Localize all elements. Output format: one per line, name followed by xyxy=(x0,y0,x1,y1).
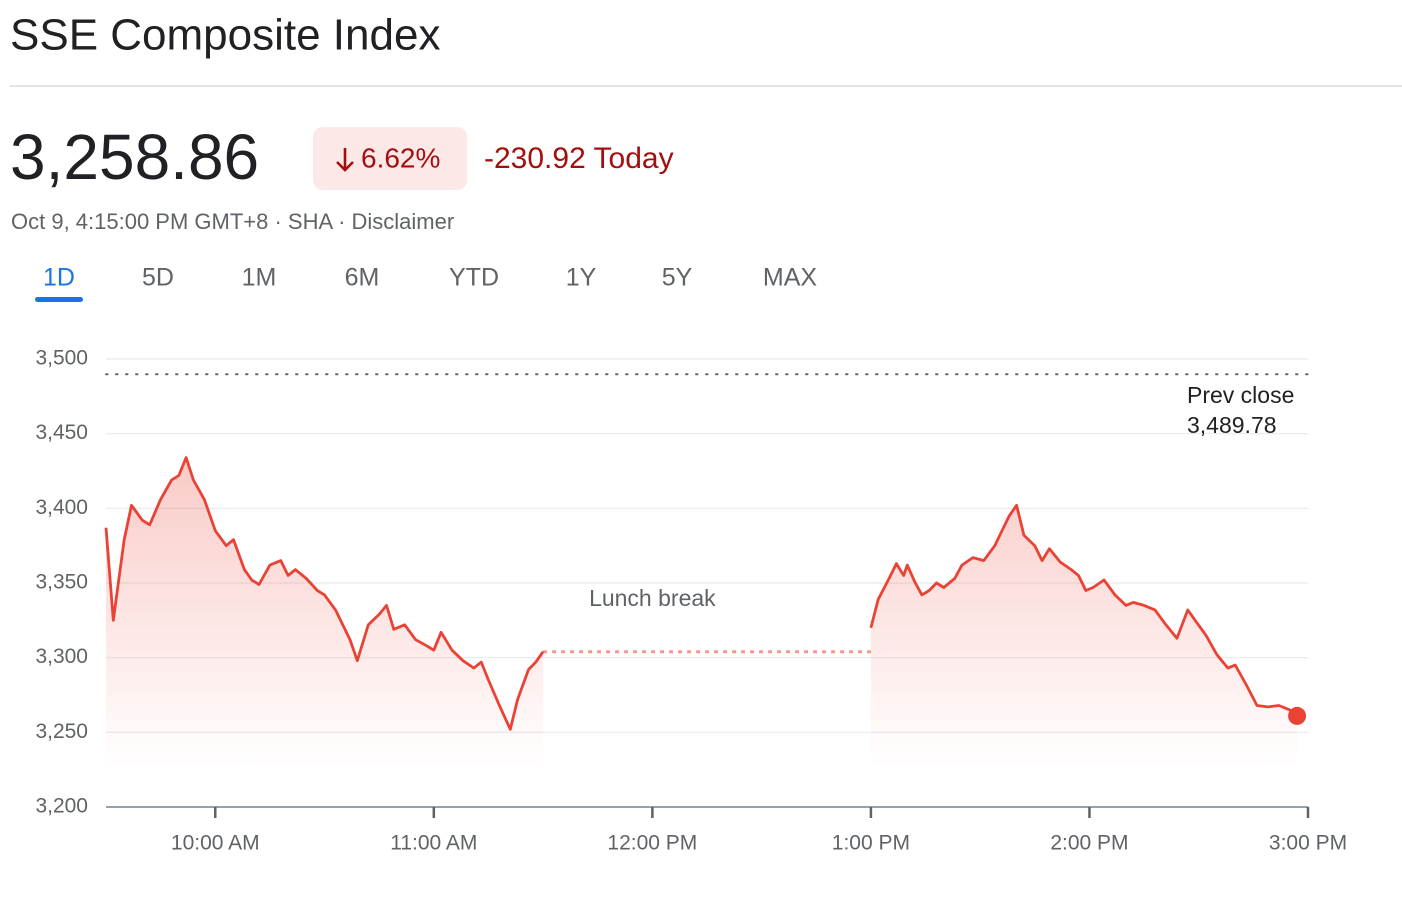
y-tick-label: 3,200 xyxy=(35,795,88,818)
range-tab[interactable]: MAX xyxy=(763,264,818,292)
change-percent: 6.62% xyxy=(361,142,440,173)
range-tab[interactable]: 5D xyxy=(142,264,174,292)
y-tick-label: 3,400 xyxy=(35,496,88,519)
y-tick-label: 3,300 xyxy=(35,645,88,668)
range-tab[interactable]: 1D xyxy=(43,264,75,292)
area xyxy=(106,457,1298,767)
y-tick-label: 3,350 xyxy=(35,571,88,594)
range-tab[interactable]: 6M xyxy=(345,264,380,292)
y-tick-label: 3,500 xyxy=(35,347,88,370)
annotation: Lunch break xyxy=(589,585,716,611)
x-tick-label: 11:00 AM xyxy=(390,832,477,855)
range-tab[interactable]: YTD xyxy=(449,264,499,292)
range-tab[interactable]: 1M xyxy=(242,264,277,292)
x-tick-label: 2:00 PM xyxy=(1050,832,1128,855)
change-absolute: -230.92 Today xyxy=(484,142,674,175)
x-tick-label: 3:00 PM xyxy=(1269,832,1347,855)
price: 3,258.86 xyxy=(10,121,259,193)
x-tick-label: 10:00 AM xyxy=(171,832,260,855)
price-line xyxy=(104,456,1298,731)
range-tab[interactable]: 1Y xyxy=(566,264,597,292)
last-point xyxy=(1288,706,1307,725)
down-arrow xyxy=(336,148,354,172)
prev-close-value: 3,489.78 xyxy=(1187,412,1277,438)
chart: 3,200 3,250 3,300 3,350 3,400 3,450 3,500 10:00… xyxy=(35,347,1347,855)
y-tick-label: 3,250 xyxy=(35,720,88,743)
prev-close-title: Prev close xyxy=(1187,382,1294,408)
meta: Oct 9, 4:15:00 PM GMT+8 · SHA · Disclaim… xyxy=(11,209,454,234)
x-tick-label: 12:00 PM xyxy=(607,832,697,855)
change-badge xyxy=(313,127,467,190)
active-tab-indicator xyxy=(35,297,83,302)
x-tick-label: 1:00 PM xyxy=(832,832,910,855)
range-tab[interactable]: 5Y xyxy=(662,264,693,292)
title: SSE Composite Index xyxy=(10,11,440,60)
range-tabs: 1D 5D 1M 6M YTD 1Y 5Y MAX xyxy=(35,264,817,302)
y-tick-label: 3,450 xyxy=(35,421,88,444)
